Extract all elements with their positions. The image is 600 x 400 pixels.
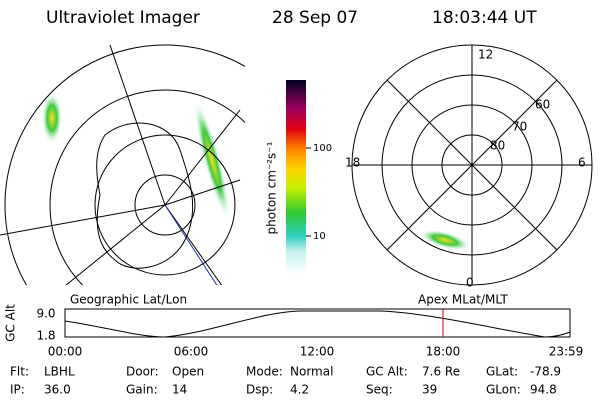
coastline: [96, 122, 194, 269]
colorbar-tick-label: 10: [313, 231, 326, 242]
x-tick-label: 06:00: [174, 345, 209, 359]
mlat-label: 80: [490, 139, 505, 153]
info-value: 7.6 Re: [422, 365, 460, 379]
instrument-title: Ultraviolet Imager: [46, 8, 200, 28]
info-value: Open: [172, 365, 204, 379]
mlat-label: 60: [535, 98, 550, 112]
info-label: Mode:: [246, 365, 283, 379]
info-value: 39: [422, 383, 437, 397]
lat-circle: [134, 174, 196, 236]
info-label: Flt:: [10, 365, 29, 379]
info-value: 94.8: [530, 383, 557, 397]
info-value: 36.0: [44, 383, 71, 397]
x-tick-label: 23:59: [549, 345, 584, 359]
info-value: Normal: [290, 365, 333, 379]
x-tick-label: 00:00: [48, 345, 83, 359]
lat-circle: [49, 89, 245, 285]
x-tick-label: 18:00: [426, 345, 461, 359]
info-label: Dsp:: [246, 383, 273, 397]
left-title: Geographic Lat/Lon: [70, 293, 187, 307]
aurora: [420, 229, 470, 251]
x-tick-label: 12:00: [300, 345, 335, 359]
colorbar-label: photon cm⁻²s⁻¹: [265, 141, 279, 234]
lat-circle: [94, 134, 236, 276]
y-tick-label: 1.8: [36, 329, 55, 343]
time: 18:03:44 UT: [432, 8, 537, 28]
mlt-label: 0: [466, 276, 474, 290]
geographic-map: [0, 44, 245, 285]
info-label: Gain:: [126, 383, 158, 397]
aurora: [194, 102, 230, 218]
orbit-plot-frame: [64, 308, 571, 338]
date: 28 Sep 07: [272, 8, 358, 28]
y-axis-label: GC Alt: [4, 304, 18, 342]
info-value: LBHL: [44, 365, 75, 379]
info-label: GLon:: [486, 383, 521, 397]
lon-line: [0, 44, 241, 285]
aurora: [42, 93, 62, 143]
mlt-label: 12: [478, 48, 493, 62]
mlt-line: [352, 45, 592, 285]
right-title: Apex MLat/MLT: [418, 293, 508, 307]
polar-plot: 12 6 0 18 80 70 60: [345, 44, 593, 290]
info-label: IP:: [10, 383, 25, 397]
info-value: 4.2: [290, 383, 309, 397]
terminator: [164, 204, 218, 285]
info-label: Seq:: [366, 383, 393, 397]
info-panel: Flt: LBHL Door: Open Mode: Normal GC Alt: 7.6 R…: [10, 365, 561, 397]
mlt-label: 18: [345, 156, 360, 170]
info-label: GC Alt:: [366, 365, 408, 379]
info-value: 14: [172, 383, 187, 397]
mlat-label: 70: [512, 120, 527, 134]
colorbar-tick-label: 100: [313, 143, 332, 154]
info-label: GLat:: [486, 365, 518, 379]
info-label: Door:: [126, 365, 159, 379]
colorbar: [286, 80, 306, 275]
y-tick-label: 9.0: [36, 307, 55, 321]
altitude-curve: [64, 310, 571, 338]
info-value: -78.9: [530, 365, 561, 379]
lat-circle: [4, 44, 245, 285]
mlt-label: 6: [578, 156, 586, 170]
